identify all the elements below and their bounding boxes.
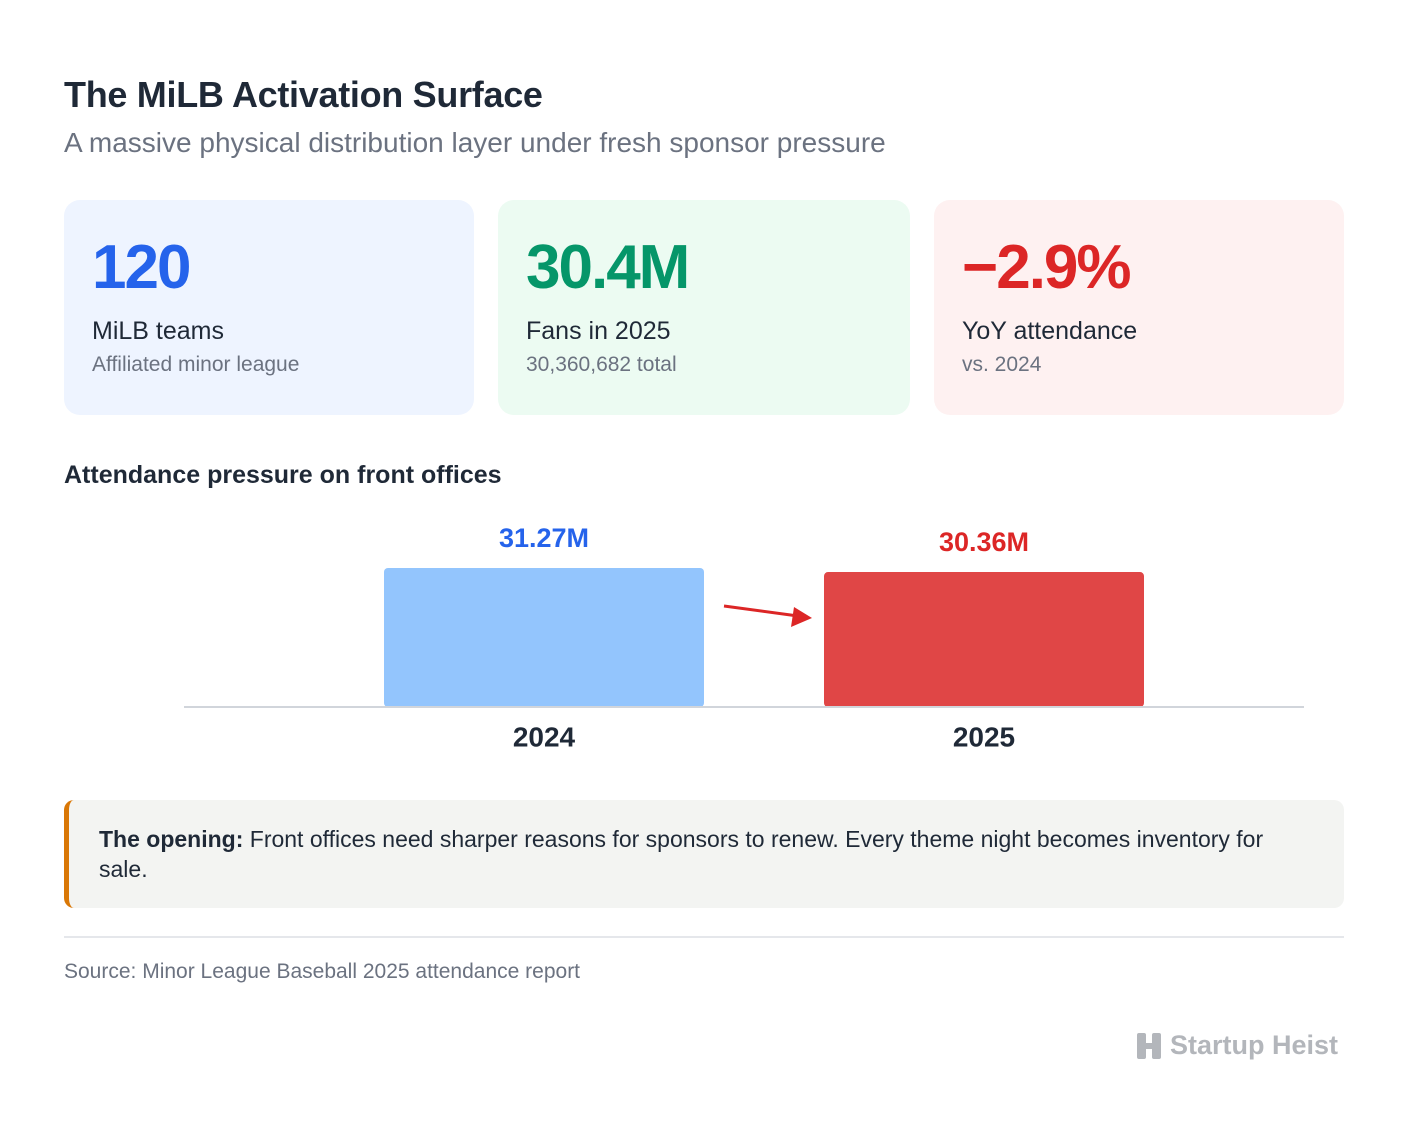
- title: The MiLB Activation Surface: [64, 74, 543, 115]
- stat-note: vs. 2024: [962, 353, 1042, 376]
- stat-card: 30.4M Fans in 2025 30,360,682 total: [498, 200, 910, 415]
- divider: [64, 936, 1344, 938]
- stat-card: 120 MiLB teams Affiliated minor league: [64, 200, 474, 415]
- callout-lead: The opening:: [99, 826, 244, 852]
- stat-card: −2.9% YoY attendance vs. 2024: [934, 200, 1344, 415]
- chart-title: Attendance pressure on front offices: [64, 461, 502, 489]
- stat-label: MiLB teams: [92, 317, 224, 345]
- trend-arrow: [723, 604, 799, 618]
- subtitle: A massive physical distribution layer un…: [64, 127, 886, 158]
- x-tick-label: 2025: [953, 721, 1015, 752]
- brand: Startup Heist: [1136, 1030, 1338, 1061]
- chart: 31.27M 2024 30.36M 2025: [184, 523, 1304, 752]
- brand-icon: [1136, 1032, 1161, 1059]
- stat-note: 30,360,682 total: [526, 353, 677, 376]
- callout: The opening: Front offices need sharper …: [64, 800, 1344, 908]
- bar: [824, 572, 1144, 707]
- value-label: 31.27M: [499, 523, 589, 553]
- bar: [384, 568, 704, 707]
- brand-name: Startup Heist: [1169, 1030, 1338, 1060]
- value-label: 30.36M: [939, 527, 1029, 557]
- x-tick-label: 2024: [513, 721, 576, 752]
- stat-value: 30.4M: [526, 233, 690, 302]
- source: Source: Minor League Baseball 2025 atten…: [64, 960, 581, 983]
- stat-label: YoY attendance: [962, 317, 1138, 345]
- stat-label: Fans in 2025: [526, 317, 671, 345]
- stat-value: −2.9%: [962, 233, 1132, 302]
- callout-text: Front offices need sharper reasons for s…: [99, 826, 1264, 882]
- stat-note: Affiliated minor league: [92, 353, 300, 376]
- stat-value: 120: [92, 233, 191, 302]
- trend-arrow-head: [791, 607, 812, 627]
